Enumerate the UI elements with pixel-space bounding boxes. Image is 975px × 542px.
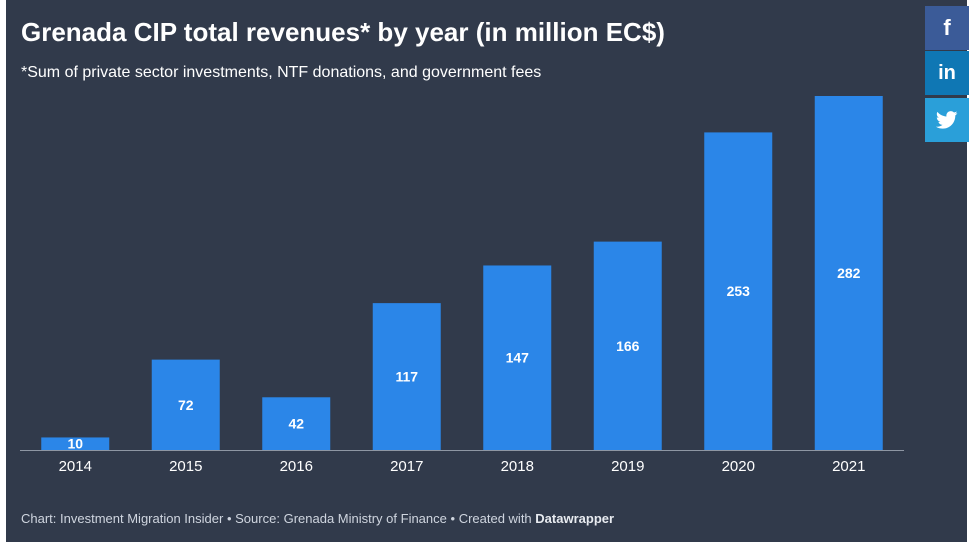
bar-2015 (151, 359, 220, 450)
data-label-2017: 117 (395, 369, 418, 385)
bar-2017 (372, 303, 441, 450)
labels-layer: 10 72 42 117 147 166 253 282 (67, 265, 860, 452)
x-tick-2017: 2017 (390, 458, 423, 475)
bar-2020 (704, 132, 773, 451)
x-tick-2021: 2021 (832, 458, 865, 475)
facebook-share-button[interactable]: f (925, 6, 969, 50)
linkedin-icon: in (938, 61, 956, 84)
bar-2019 (593, 241, 662, 450)
footer-separator: • (226, 511, 232, 526)
footer-source-link[interactable]: Grenada Ministry of Finance (283, 511, 447, 526)
twitter-share-button[interactable] (925, 98, 969, 142)
footer-chart-label: Chart: (21, 511, 57, 526)
footer-source-label: Source: (235, 511, 280, 526)
bar-2021 (814, 96, 883, 450)
data-label-2016: 42 (288, 416, 304, 432)
chart-panel: Grenada CIP total revenues* by year (in … (6, 0, 967, 542)
chart-subtitle: *Sum of private sector investments, NTF … (21, 64, 542, 81)
linkedin-share-button[interactable]: in (925, 51, 969, 95)
x-tick-2018: 2018 (501, 458, 534, 475)
x-tick-labels: 2014 2015 2016 2017 2018 2019 2020 2021 (59, 458, 866, 475)
data-label-2020: 253 (727, 283, 751, 299)
footer-tool-link[interactable]: Datawrapper (535, 511, 615, 526)
footer-chart-source-link[interactable]: Investment Migration Insider (60, 511, 224, 526)
data-label-2021: 282 (837, 265, 861, 281)
x-tick-2015: 2015 (169, 458, 202, 475)
chart-footer: Chart: Investment Migration Insider • So… (21, 511, 614, 526)
footer-separator: • (450, 511, 456, 526)
data-label-2014: 10 (67, 436, 83, 452)
bar-2014 (41, 437, 110, 450)
bars-layer (41, 96, 883, 451)
chart-title: Grenada CIP total revenues* by year (in … (21, 17, 665, 47)
facebook-icon: f (943, 15, 951, 40)
twitter-icon (936, 111, 958, 129)
x-tick-2020: 2020 (722, 458, 755, 475)
bar-2018 (483, 265, 552, 450)
x-tick-2014: 2014 (59, 458, 92, 475)
data-label-2019: 166 (616, 338, 640, 354)
bar-2016 (262, 397, 331, 450)
x-tick-2016: 2016 (280, 458, 313, 475)
data-label-2018: 147 (506, 350, 530, 366)
x-tick-2019: 2019 (611, 458, 644, 475)
footer-created-label: Created with (458, 511, 532, 526)
data-label-2015: 72 (178, 397, 194, 413)
